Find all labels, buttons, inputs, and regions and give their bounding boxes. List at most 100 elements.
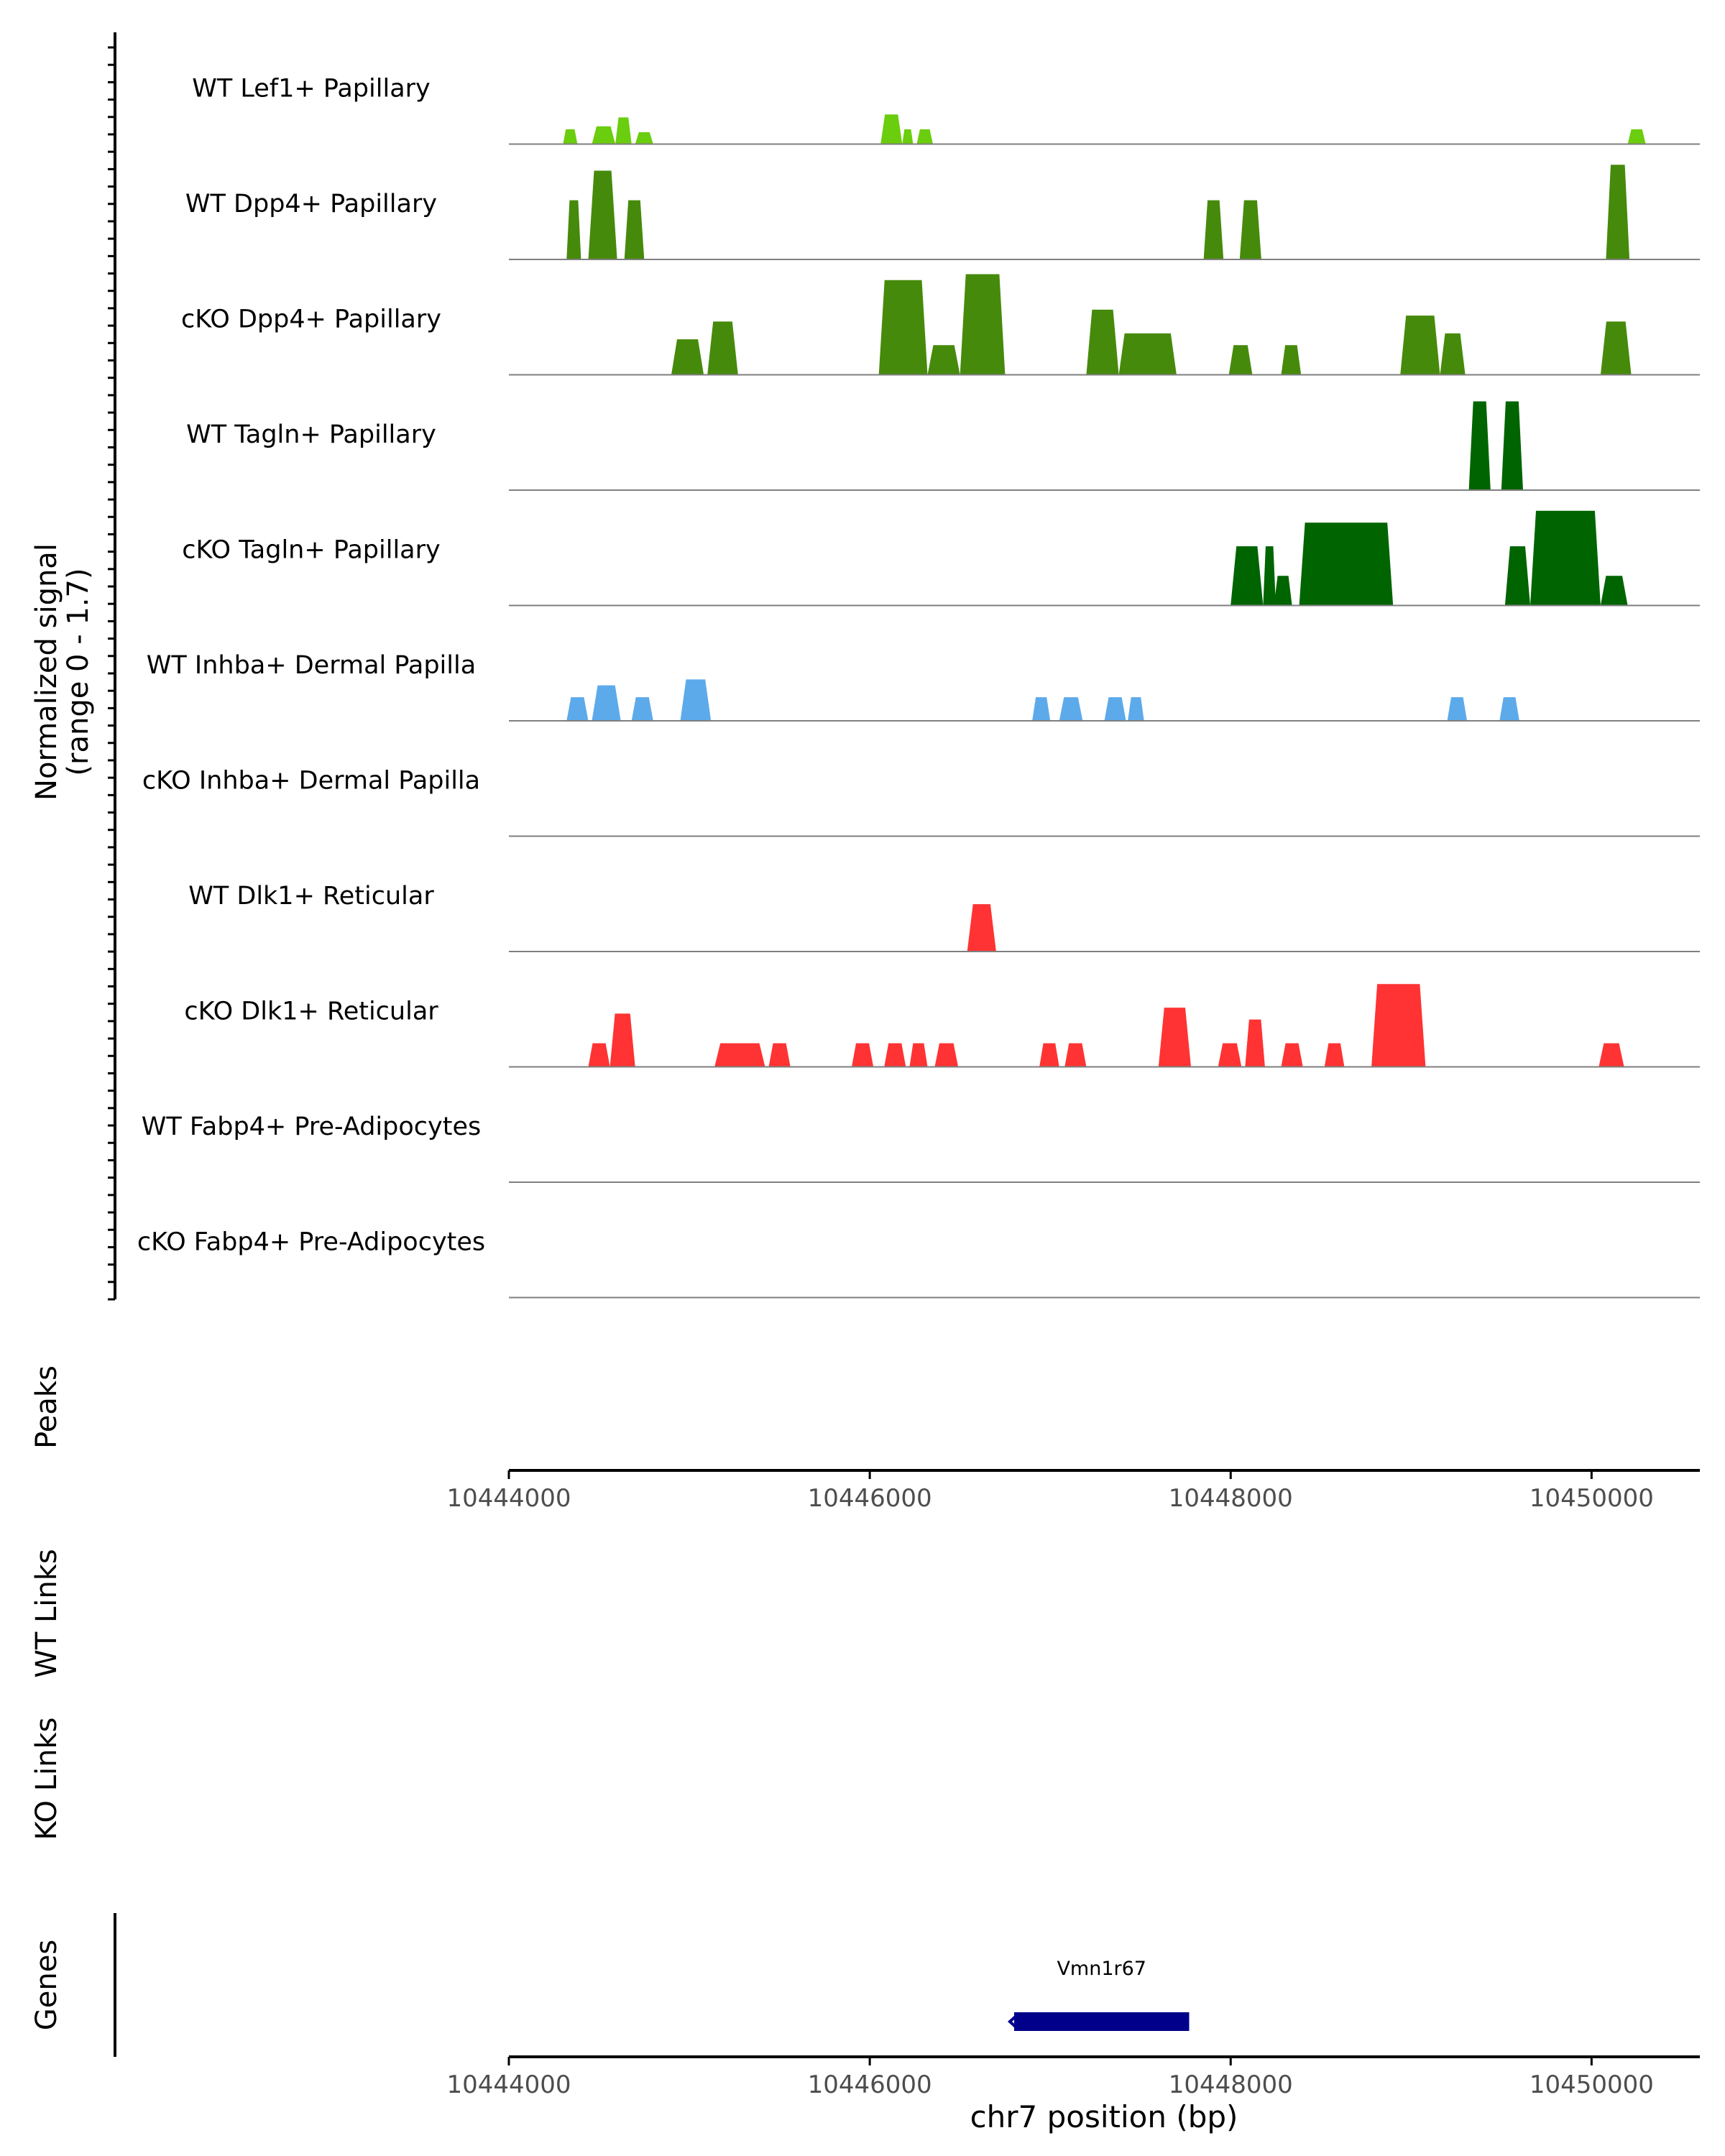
coverage-peak	[1627, 129, 1646, 144]
peaks-section-label: Peaks	[30, 1365, 63, 1449]
track-8: cKO Dlk1+ Reticular	[184, 984, 1700, 1068]
coverage-peak	[878, 280, 928, 375]
coverage-peak	[635, 132, 653, 144]
track-2: cKO Dpp4+ Papillary	[181, 274, 1700, 376]
track-label: WT Tagln+ Papillary	[186, 420, 436, 449]
coverage-peak	[909, 1043, 928, 1067]
x-axis-bottom: 10444000 10446000 10448000 10450000	[446, 2055, 1700, 2099]
track-7: WT Dlk1+ Reticular	[188, 882, 1700, 952]
track-3: WT Tagln+ Papillary	[186, 401, 1700, 491]
signal-axis-label: Normalized signal	[30, 543, 63, 801]
signal-axis-label-range: (range 0 - 1.7)	[62, 568, 95, 775]
coverage-peak	[592, 685, 621, 721]
coverage-peak	[1274, 576, 1292, 606]
track-0: WT Lef1+ Papillary	[192, 75, 1700, 145]
track-9: WT Fabp4+ Pre-Adipocytes	[142, 1112, 1700, 1183]
coverage-peak	[566, 697, 589, 721]
coverage-peak	[1468, 401, 1491, 490]
coverage-peak	[707, 321, 738, 375]
coverage-peak	[1324, 1043, 1345, 1067]
signal-y-axis	[108, 32, 116, 1301]
coverage-peak	[1281, 345, 1302, 375]
x-tick-label: 10444000	[446, 1484, 571, 1513]
x-tick-label: 10446000	[808, 1484, 932, 1513]
track-label: WT Inhba+ Dermal Papilla	[147, 651, 476, 680]
coverage-peak	[1281, 1043, 1303, 1067]
track-label: cKO Fabp4+ Pre-Adipocytes	[137, 1228, 485, 1257]
track-label: WT Lef1+ Papillary	[192, 75, 431, 103]
track-label: cKO Dlk1+ Reticular	[184, 998, 438, 1026]
coverage-peak	[852, 1043, 874, 1067]
coverage-peak	[768, 1043, 791, 1067]
coverage-peak	[1218, 1043, 1242, 1067]
ko-links-section-label: KO Links	[30, 1718, 63, 1841]
coverage-peak	[1064, 1043, 1087, 1067]
coverage-peak	[1499, 697, 1519, 721]
coverage-peak	[1263, 546, 1276, 606]
coverage-peak	[1440, 333, 1466, 375]
coverage-peak	[1239, 200, 1261, 259]
x-tick-label: 10450000	[1530, 2070, 1654, 2099]
coverage-peak	[631, 697, 653, 721]
coverage-peak	[1128, 697, 1144, 721]
coverage-peak	[588, 170, 617, 259]
coverage-peak	[1600, 576, 1628, 606]
track-6: cKO Inhba+ Dermal Papilla	[142, 767, 1700, 837]
coverage-peak	[566, 200, 581, 259]
coverage-peak	[927, 345, 960, 375]
coverage-peak	[1501, 401, 1523, 490]
x-tick-label: 10448000	[1169, 1484, 1293, 1513]
coverage-peak	[1598, 1043, 1624, 1067]
coverage-peak	[934, 1043, 959, 1067]
coverage-peak	[1118, 333, 1177, 375]
coverage-peak	[1032, 697, 1051, 721]
coverage-peak	[588, 1043, 610, 1067]
x-tick-label: 10450000	[1530, 1484, 1654, 1513]
wt-links-section-label: WT Links	[30, 1549, 63, 1677]
gene-label: Vmn1r67	[1057, 1958, 1146, 1980]
track-label: WT Fabp4+ Pre-Adipocytes	[142, 1112, 481, 1141]
coverage-peak	[563, 129, 578, 144]
x-axis-top: 10444000 10446000 10448000 10450000	[446, 1469, 1700, 1513]
coverage-peak	[1158, 1008, 1191, 1067]
gene-strand-arrow	[1007, 2014, 1018, 2030]
coverage-peak	[1245, 1019, 1265, 1067]
coverage-peak	[1059, 697, 1083, 721]
track-10: cKO Fabp4+ Pre-Adipocytes	[137, 1228, 1700, 1299]
coverage-peak	[1299, 522, 1394, 606]
x-tick-label: 10444000	[446, 2070, 571, 2099]
coverage-peak	[610, 1013, 635, 1067]
coverage-peak	[1606, 165, 1630, 259]
coverage-peak	[1039, 1043, 1059, 1067]
coverage-peak	[1600, 321, 1632, 375]
coverage-peak	[671, 339, 704, 375]
coverage-peak	[916, 129, 933, 144]
track-1: WT Dpp4+ Papillary	[185, 165, 1700, 260]
coverage-peak	[714, 1043, 765, 1067]
track-label: WT Dlk1+ Reticular	[188, 882, 434, 911]
coverage-peak	[680, 679, 712, 721]
x-tick-label: 10448000	[1169, 2070, 1293, 2099]
track-label: cKO Inhba+ Dermal Papilla	[142, 767, 480, 796]
coverage-peak	[1504, 546, 1530, 606]
coverage-peak	[880, 114, 903, 144]
coverage-peak	[960, 274, 1006, 375]
gene-track: Vmn1r67	[1007, 1958, 1190, 2031]
track-label: WT Dpp4+ Papillary	[185, 190, 437, 218]
coverage-peak	[1104, 697, 1126, 721]
coverage-peak	[1230, 546, 1264, 606]
coverage-peak	[1371, 984, 1426, 1067]
coverage-peak	[592, 126, 616, 144]
genes-section-label: Genes	[30, 1940, 63, 2030]
coverage-peak	[1086, 309, 1119, 375]
coverage-peak	[1447, 697, 1468, 721]
track-label: cKO Dpp4+ Papillary	[181, 305, 441, 334]
track-4: cKO Tagln+ Papillary	[182, 510, 1700, 607]
coverage-peak	[1203, 200, 1224, 259]
coverage-peak	[902, 129, 914, 144]
coverage-peak	[1228, 345, 1253, 375]
coverage-tracks: WT Lef1+ Papillary WT Dpp4+ Papillary cKO …	[137, 75, 1700, 1299]
x-axis-title: chr7 position (bp)	[970, 2099, 1238, 2134]
coverage-peak	[624, 200, 645, 259]
